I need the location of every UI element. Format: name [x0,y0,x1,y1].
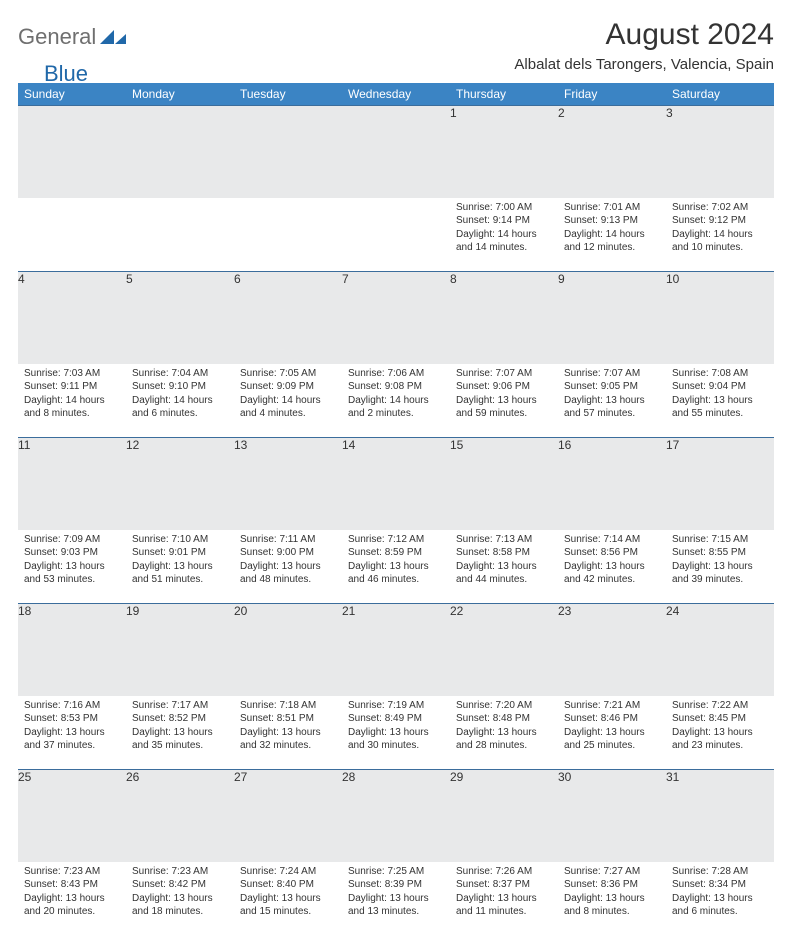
day-header: Saturday [666,83,774,106]
day-info-cell: Sunrise: 7:22 AMSunset: 8:45 PMDaylight:… [666,696,774,770]
day-info-cell: Sunrise: 7:12 AMSunset: 8:59 PMDaylight:… [342,530,450,604]
header: General August 2024 Albalat dels Taronge… [18,18,774,73]
day-info-cell: Sunrise: 7:24 AMSunset: 8:40 PMDaylight:… [234,862,342,936]
day-info-cell [126,198,234,272]
day-info-cell [18,198,126,272]
day-number-cell: 16 [558,438,666,530]
daynum-row: 25262728293031 [18,770,774,862]
day-info-cell: Sunrise: 7:18 AMSunset: 8:51 PMDaylight:… [234,696,342,770]
logo: General [18,24,102,50]
day-number-cell: 28 [342,770,450,862]
day-info-row: Sunrise: 7:16 AMSunset: 8:53 PMDaylight:… [18,696,774,770]
day-info-row: Sunrise: 7:09 AMSunset: 9:03 PMDaylight:… [18,530,774,604]
day-info-cell: Sunrise: 7:10 AMSunset: 9:01 PMDaylight:… [126,530,234,604]
day-info-cell: Sunrise: 7:20 AMSunset: 8:48 PMDaylight:… [450,696,558,770]
day-header: Monday [126,83,234,106]
day-number-cell: 1 [450,106,558,198]
day-info-row: Sunrise: 7:23 AMSunset: 8:43 PMDaylight:… [18,862,774,936]
day-info-cell: Sunrise: 7:21 AMSunset: 8:46 PMDaylight:… [558,696,666,770]
day-number-cell [234,106,342,198]
day-number-cell: 23 [558,604,666,696]
day-number-cell: 18 [18,604,126,696]
location-text: Albalat dels Tarongers, Valencia, Spain [514,56,774,73]
day-info-cell: Sunrise: 7:26 AMSunset: 8:37 PMDaylight:… [450,862,558,936]
day-info-cell: Sunrise: 7:17 AMSunset: 8:52 PMDaylight:… [126,696,234,770]
day-info-cell [234,198,342,272]
day-number-cell: 2 [558,106,666,198]
logo-text-blue: Blue [44,61,88,87]
day-info-cell: Sunrise: 7:04 AMSunset: 9:10 PMDaylight:… [126,364,234,438]
day-number-cell: 21 [342,604,450,696]
day-header: Tuesday [234,83,342,106]
day-info-cell: Sunrise: 7:07 AMSunset: 9:05 PMDaylight:… [558,364,666,438]
day-number-cell: 24 [666,604,774,696]
day-number-cell: 9 [558,272,666,364]
day-number-cell [18,106,126,198]
day-number-cell: 6 [234,272,342,364]
day-number-cell: 8 [450,272,558,364]
logo-text-gray: General [18,24,96,50]
month-title: August 2024 [514,18,774,52]
day-header: Thursday [450,83,558,106]
day-info-row: Sunrise: 7:00 AMSunset: 9:14 PMDaylight:… [18,198,774,272]
day-number-cell: 19 [126,604,234,696]
day-info-cell: Sunrise: 7:05 AMSunset: 9:09 PMDaylight:… [234,364,342,438]
day-info-cell: Sunrise: 7:19 AMSunset: 8:49 PMDaylight:… [342,696,450,770]
day-number-cell: 3 [666,106,774,198]
day-info-cell [342,198,450,272]
day-info-cell: Sunrise: 7:23 AMSunset: 8:42 PMDaylight:… [126,862,234,936]
day-info-cell: Sunrise: 7:27 AMSunset: 8:36 PMDaylight:… [558,862,666,936]
day-header: Wednesday [342,83,450,106]
daynum-row: 11121314151617 [18,438,774,530]
day-info-cell: Sunrise: 7:02 AMSunset: 9:12 PMDaylight:… [666,198,774,272]
day-number-cell [126,106,234,198]
day-number-cell: 29 [450,770,558,862]
calendar-table: Sunday Monday Tuesday Wednesday Thursday… [18,83,774,936]
logo-triangle-icon [100,28,126,46]
day-number-cell: 10 [666,272,774,364]
day-info-cell: Sunrise: 7:28 AMSunset: 8:34 PMDaylight:… [666,862,774,936]
day-info-cell: Sunrise: 7:15 AMSunset: 8:55 PMDaylight:… [666,530,774,604]
day-number-cell: 27 [234,770,342,862]
day-number-cell: 13 [234,438,342,530]
day-info-cell: Sunrise: 7:25 AMSunset: 8:39 PMDaylight:… [342,862,450,936]
day-number-cell: 5 [126,272,234,364]
day-number-cell [342,106,450,198]
daynum-row: 123 [18,106,774,198]
day-header-row: Sunday Monday Tuesday Wednesday Thursday… [18,83,774,106]
daynum-row: 18192021222324 [18,604,774,696]
day-number-cell: 20 [234,604,342,696]
day-number-cell: 17 [666,438,774,530]
day-header: Friday [558,83,666,106]
daynum-row: 45678910 [18,272,774,364]
day-info-cell: Sunrise: 7:23 AMSunset: 8:43 PMDaylight:… [18,862,126,936]
day-info-cell: Sunrise: 7:01 AMSunset: 9:13 PMDaylight:… [558,198,666,272]
day-number-cell: 7 [342,272,450,364]
title-block: August 2024 Albalat dels Tarongers, Vale… [514,18,774,73]
day-info-cell: Sunrise: 7:08 AMSunset: 9:04 PMDaylight:… [666,364,774,438]
day-info-cell: Sunrise: 7:00 AMSunset: 9:14 PMDaylight:… [450,198,558,272]
day-number-cell: 4 [18,272,126,364]
day-info-cell: Sunrise: 7:16 AMSunset: 8:53 PMDaylight:… [18,696,126,770]
day-info-cell: Sunrise: 7:11 AMSunset: 9:00 PMDaylight:… [234,530,342,604]
day-number-cell: 25 [18,770,126,862]
day-number-cell: 30 [558,770,666,862]
day-number-cell: 14 [342,438,450,530]
day-number-cell: 11 [18,438,126,530]
day-info-cell: Sunrise: 7:13 AMSunset: 8:58 PMDaylight:… [450,530,558,604]
day-info-row: Sunrise: 7:03 AMSunset: 9:11 PMDaylight:… [18,364,774,438]
day-info-cell: Sunrise: 7:14 AMSunset: 8:56 PMDaylight:… [558,530,666,604]
day-info-cell: Sunrise: 7:06 AMSunset: 9:08 PMDaylight:… [342,364,450,438]
day-number-cell: 22 [450,604,558,696]
day-number-cell: 12 [126,438,234,530]
day-info-cell: Sunrise: 7:03 AMSunset: 9:11 PMDaylight:… [18,364,126,438]
day-number-cell: 15 [450,438,558,530]
day-info-cell: Sunrise: 7:07 AMSunset: 9:06 PMDaylight:… [450,364,558,438]
day-number-cell: 26 [126,770,234,862]
day-number-cell: 31 [666,770,774,862]
day-info-cell: Sunrise: 7:09 AMSunset: 9:03 PMDaylight:… [18,530,126,604]
